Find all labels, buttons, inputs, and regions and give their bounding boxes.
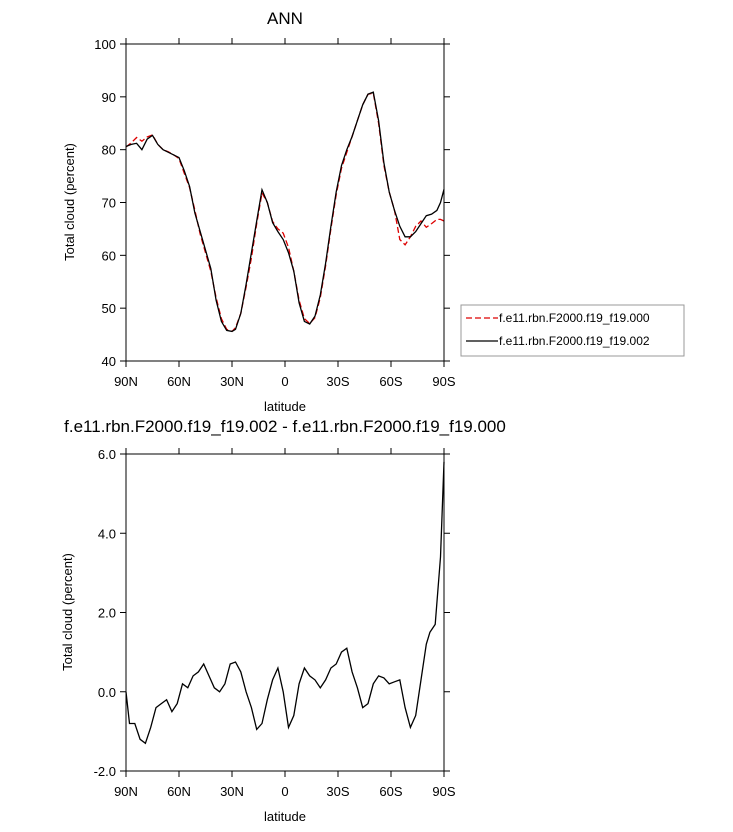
bottom-xtick-label: 0 bbox=[281, 784, 288, 799]
bottom-chart: f.e11.rbn.F2000.f19_f19.002 - f.e11.rbn.… bbox=[60, 417, 506, 824]
legend-item: f.e11.rbn.F2000.f19_f19.000 bbox=[466, 311, 650, 325]
top-xtick-label: 90N bbox=[114, 374, 138, 389]
top-ytick-label: 80 bbox=[102, 143, 116, 158]
top-chart-ylabel: Total cloud (percent) bbox=[62, 143, 77, 261]
top-chart-frame bbox=[125, 43, 445, 362]
legend-label: f.e11.rbn.F2000.f19_f19.002 bbox=[499, 334, 650, 348]
legend-item: f.e11.rbn.F2000.f19_f19.002 bbox=[466, 334, 650, 348]
bottom-xtick-label: 60N bbox=[167, 784, 191, 799]
bottom-chart-ylabel: Total cloud (percent) bbox=[60, 553, 75, 671]
bottom-ytick-label: 4.0 bbox=[98, 526, 116, 541]
top-chart-series bbox=[125, 91, 445, 333]
top-ytick-label: 70 bbox=[102, 196, 116, 211]
top-ytick-label: 50 bbox=[102, 301, 116, 316]
top-ytick-label: 40 bbox=[102, 354, 116, 369]
legend-box bbox=[460, 304, 685, 357]
bottom-xtick-label: 90S bbox=[432, 784, 455, 799]
bottom-chart-series bbox=[125, 461, 445, 745]
bottom-ytick-label: 2.0 bbox=[98, 606, 116, 621]
top-xtick-label: 0 bbox=[281, 374, 288, 389]
top-ytick-label: 100 bbox=[94, 37, 116, 52]
bottom-xtick-label: 60S bbox=[379, 784, 402, 799]
bottom-chart-axes: -2.0 0.0 2.0 4.0 6.0 90N 60N 30N 0 30S 60S 90S bbox=[94, 447, 456, 799]
top-chart: ANN latitude Total cloud (percent) 40 50 6… bbox=[62, 9, 456, 414]
top-series-line-0 bbox=[125, 92, 445, 333]
top-xtick-label: 60N bbox=[167, 374, 191, 389]
bottom-xtick-label: 90N bbox=[114, 784, 138, 799]
bottom-chart-frame bbox=[125, 453, 445, 772]
bottom-chart-xlabel: latitude bbox=[264, 809, 306, 824]
top-xtick-label: 90S bbox=[432, 374, 455, 389]
bottom-ytick-label: 6.0 bbox=[98, 447, 116, 462]
bottom-ytick-label: 0.0 bbox=[98, 685, 116, 700]
bottom-series-line-0 bbox=[125, 461, 445, 745]
bottom-xtick-label: 30S bbox=[326, 784, 349, 799]
top-chart-title: ANN bbox=[267, 9, 303, 28]
top-xtick-label: 30N bbox=[220, 374, 244, 389]
top-series-line-1 bbox=[125, 91, 445, 333]
top-ytick-label: 90 bbox=[102, 90, 116, 105]
top-chart-axes: 40 50 60 70 80 90 100 90N 60N 30N 0 30S 60S 90S bbox=[94, 37, 456, 389]
top-xtick-label: 60S bbox=[379, 374, 402, 389]
top-xtick-label: 30S bbox=[326, 374, 349, 389]
top-chart-xlabel: latitude bbox=[264, 399, 306, 414]
bottom-xtick-label: 30N bbox=[220, 784, 244, 799]
bottom-chart-title: f.e11.rbn.F2000.f19_f19.002 - f.e11.rbn.… bbox=[64, 417, 506, 436]
legend-label: f.e11.rbn.F2000.f19_f19.000 bbox=[499, 311, 650, 325]
top-ytick-label: 60 bbox=[102, 248, 116, 263]
bottom-ytick-label: -2.0 bbox=[94, 764, 116, 779]
legend: f.e11.rbn.F2000.f19_f19.000 f.e11.rbn.F2… bbox=[460, 304, 685, 357]
